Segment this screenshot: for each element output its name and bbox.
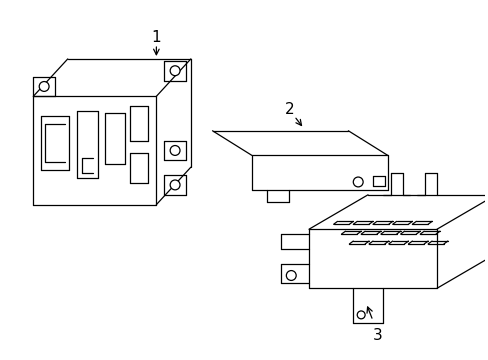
- Circle shape: [39, 82, 49, 91]
- Text: 3: 3: [372, 328, 382, 343]
- Text: 2: 2: [284, 102, 293, 117]
- Circle shape: [352, 177, 363, 187]
- Circle shape: [357, 311, 365, 319]
- Circle shape: [170, 66, 180, 76]
- Circle shape: [170, 180, 180, 190]
- Circle shape: [286, 271, 296, 280]
- Circle shape: [170, 145, 180, 156]
- Text: 1: 1: [151, 30, 161, 45]
